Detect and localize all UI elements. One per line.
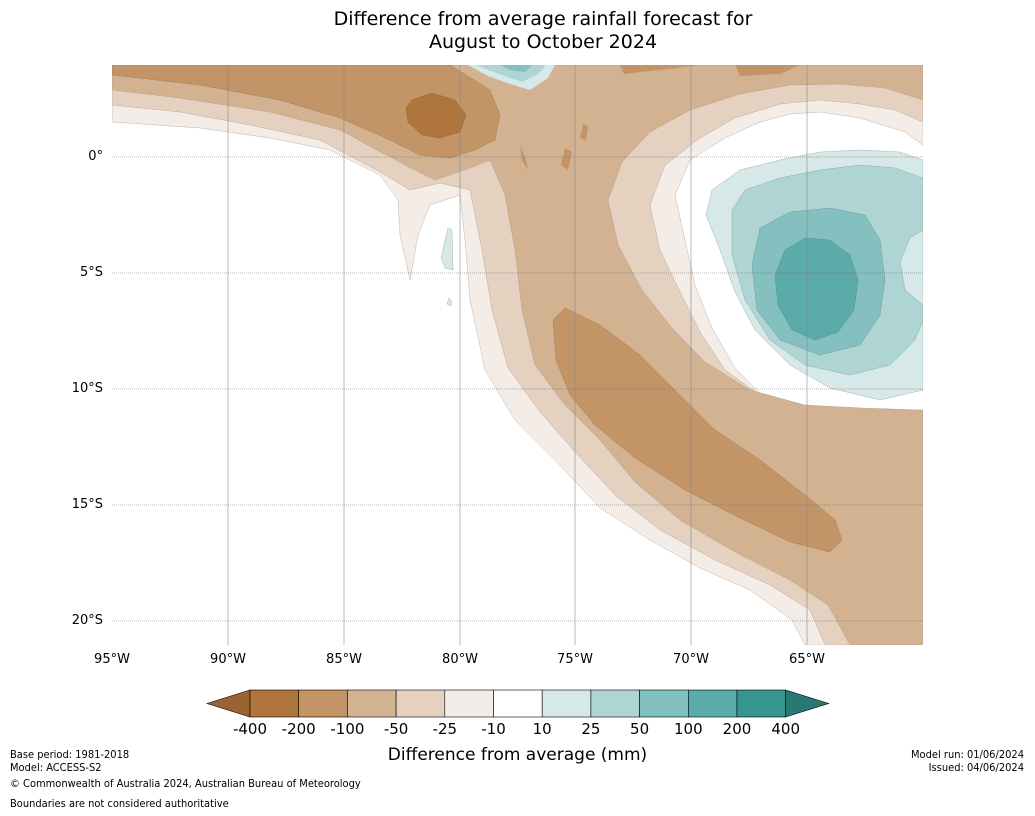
colorbar-tick-label: 25 (581, 720, 601, 738)
lon-label-70w: 70°W (673, 652, 709, 667)
colorbar-tick-label: 400 (771, 720, 801, 738)
lat-label-5s: 5°S (79, 265, 103, 280)
colorbar-tick-label: -200 (281, 720, 316, 738)
lon-label-65w: 65°W (789, 652, 825, 667)
colorbar-tick-label: 200 (722, 720, 752, 738)
colorbar-swatch (493, 689, 543, 718)
graticule-meridians (227, 65, 808, 645)
lon-label-95w: 95°W (94, 652, 130, 667)
colorbar-tick-label: 100 (673, 720, 703, 738)
contour-plus-10-islet1 (440, 227, 454, 271)
colorbar-swatch (444, 689, 494, 718)
colorbar-tick-label: -25 (432, 720, 458, 738)
colorbar-swatch (736, 689, 787, 718)
lon-label-80w: 80°W (442, 652, 478, 667)
colorbar-tick-label: 10 (532, 720, 552, 738)
contour-minus-100 (112, 65, 501, 159)
colorbar-swatch (347, 689, 397, 718)
colorbar-swatch (639, 689, 689, 718)
model-name: Model: ACCESS-S2 (10, 761, 102, 774)
lat-label-0: 0° (88, 149, 103, 164)
map-area (112, 65, 923, 645)
colorbar-swatch (590, 689, 640, 718)
colorbar-swatch (541, 689, 592, 718)
map-title-line-2: August to October 2024 (428, 31, 658, 53)
colorbar-swatch (298, 689, 348, 718)
map-title-line-1: Difference from average rainfall forecas… (333, 8, 753, 30)
colorbar-extend-low (205, 689, 251, 718)
contour-minus-100-islet1 (520, 145, 528, 170)
colorbar (205, 689, 830, 718)
contour-plus-25-north (476, 65, 546, 82)
colorbar-swatch (249, 689, 300, 718)
contour-plus-100 (774, 237, 859, 341)
colorbar-swatch (395, 689, 446, 718)
base-period: Base period: 1981-2018 (10, 748, 130, 761)
contour-plus-50-north (500, 65, 532, 72)
contour-minus-100-south (552, 307, 843, 553)
lon-label-90w: 90°W (210, 652, 246, 667)
lat-label-20s: 20°S (71, 613, 103, 628)
contour-minus-200 (405, 92, 467, 139)
lat-label-10s: 10°S (71, 381, 103, 396)
colorbar-tick-label: -10 (481, 720, 506, 738)
colorbar-extend-high (785, 689, 830, 718)
contour-minus-100-top (620, 65, 700, 74)
contour-minus-100-topright (735, 65, 800, 76)
contour-plus-10-islet2 (446, 297, 453, 307)
colorbar-tick-label: -100 (330, 720, 365, 738)
lon-label-75w: 75°W (557, 652, 593, 667)
colorbar-swatch (687, 689, 738, 718)
issued-date: Issued: 04/06/2024 (928, 761, 1024, 774)
model-run: Model run: 01/06/2024 (911, 748, 1024, 761)
contour-minus-100-islet2 (561, 148, 572, 170)
colorbar-tick-label: 50 (630, 720, 650, 738)
lon-label-85w: 85°W (326, 652, 362, 667)
boundaries-note: Boundaries are not considered authoritat… (10, 797, 229, 810)
colorbar-tick-label: -400 (232, 720, 268, 738)
colorbar-tick-label: -50 (383, 720, 409, 738)
copyright: © Commonwealth of Australia 2024, Austra… (10, 777, 361, 790)
contour-minus-100-islet3 (580, 124, 588, 140)
colorbar-label: Difference from average (mm) (387, 745, 648, 765)
lat-label-15s: 15°S (71, 497, 103, 512)
